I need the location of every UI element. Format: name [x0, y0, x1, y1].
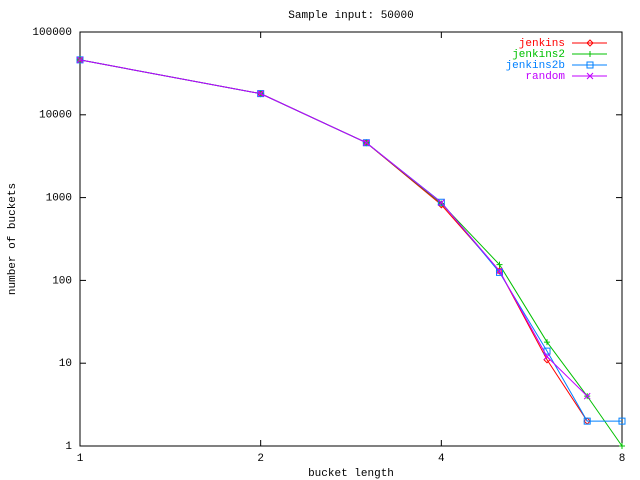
y-tick-label: 10 [59, 358, 72, 370]
y-tick-label: 1000 [46, 193, 72, 205]
marker [583, 417, 591, 425]
marker [544, 339, 551, 346]
y-axis-label: number of buckets [7, 183, 19, 295]
marker [543, 353, 551, 360]
marker [437, 199, 445, 206]
x-tick-label: 2 [257, 453, 264, 465]
marker [496, 267, 503, 275]
marker [257, 90, 265, 98]
x-tick-label: 8 [619, 453, 626, 465]
marker [496, 261, 503, 268]
chart-title: Sample input: 50000 [288, 10, 413, 22]
marker [586, 39, 594, 47]
marker [76, 56, 84, 64]
y-tick-label: 10000 [39, 110, 72, 122]
legend-label: jenkins2 [512, 49, 565, 61]
marker [619, 443, 625, 449]
x-tick-label: 1 [77, 453, 84, 465]
x-tick-label: 4 [438, 453, 445, 465]
legend-label: jenkins [519, 38, 565, 50]
x-axis-label: bucket length [308, 468, 394, 480]
legend-label: jenkins2b [506, 60, 565, 72]
plot-frame [79, 31, 623, 447]
legend-label: random [525, 71, 565, 83]
marker [76, 56, 84, 64]
y-tick-label: 1 [65, 441, 72, 453]
y-tick-label: 100 [52, 275, 72, 287]
marker [587, 51, 593, 57]
y-tick-label: 100000 [32, 27, 72, 39]
marker [618, 417, 626, 425]
marker [257, 90, 265, 98]
marker [586, 72, 594, 80]
marker [362, 139, 370, 147]
marker [586, 61, 594, 69]
marker [583, 392, 591, 400]
